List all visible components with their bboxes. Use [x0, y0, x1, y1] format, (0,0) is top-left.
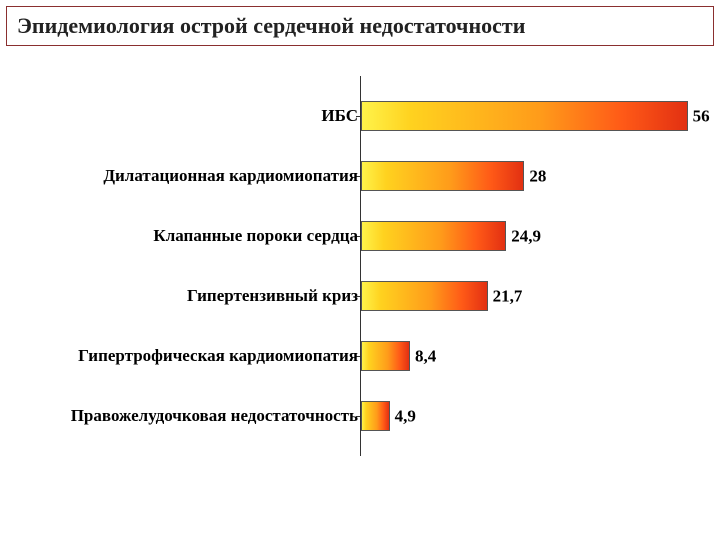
bar	[361, 221, 506, 251]
category-label: Клапанные пороки сердца	[30, 227, 358, 245]
bar-row: Гипертрофическая кардиомиопатия8,4	[360, 326, 710, 386]
category-label: Правожелудочковая недостаточность	[30, 407, 358, 425]
value-label: 21,7	[493, 288, 521, 305]
value-label: 4,9	[395, 408, 423, 425]
chart-plot: ИБС56Дилатационная кардиомиопатия28Клапа…	[360, 86, 710, 446]
bar	[361, 341, 410, 371]
category-label: ИБС	[30, 107, 358, 125]
chart-title: Эпидемиология острой сердечной недостато…	[17, 13, 703, 39]
value-label: 28	[529, 168, 557, 185]
bar-row: ИБС56	[360, 86, 710, 146]
bar	[361, 101, 688, 131]
category-label: Гипертрофическая кардиомиопатия	[30, 347, 358, 365]
chart-area: ИБС56Дилатационная кардиомиопатия28Клапа…	[30, 86, 690, 506]
bar-row: Правожелудочковая недостаточность4,9	[360, 386, 710, 446]
bar	[361, 161, 524, 191]
bar-row: Дилатационная кардиомиопатия28	[360, 146, 710, 206]
bar-row: Клапанные пороки сердца24,9	[360, 206, 710, 266]
category-label: Гипертензивный криз	[30, 287, 358, 305]
bar	[361, 281, 488, 311]
bar-row: Гипертензивный криз21,7	[360, 266, 710, 326]
category-label: Дилатационная кардиомиопатия	[30, 167, 358, 185]
title-box: Эпидемиология острой сердечной недостато…	[6, 6, 714, 46]
value-label: 56	[693, 108, 720, 125]
value-label: 24,9	[511, 228, 539, 245]
bar	[361, 401, 390, 431]
value-label: 8,4	[415, 348, 443, 365]
